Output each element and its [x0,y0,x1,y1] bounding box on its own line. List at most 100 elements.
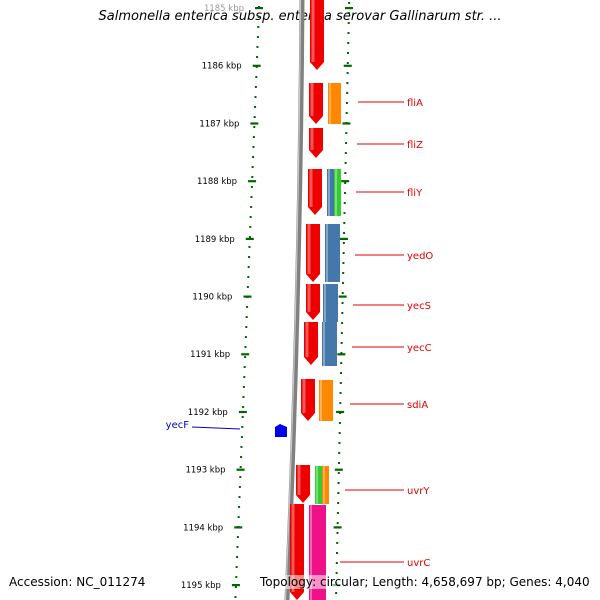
cog-box-shine [324,284,326,322]
outer-scale-dot [339,392,342,394]
scale-dot [250,206,253,208]
gene-label[interactable]: yecS [407,301,431,312]
gene-tracks [275,0,341,600]
scale-dot [242,406,245,408]
scale-dot [242,396,245,398]
outer-scale-dot [337,502,340,504]
cog-box-shape [322,322,337,366]
gene-label[interactable]: yedO [407,251,433,262]
gene-label[interactable]: fliA [407,98,423,109]
outer-scale-dot [337,482,340,484]
scale-dot [234,586,237,588]
gene-arrow-shine [297,465,301,495]
outer-scale-dot [346,62,349,64]
cog-box-shine [323,322,325,366]
scale-dot [250,186,253,188]
cog-category-box [327,169,334,216]
cog-box-shine [310,505,312,600]
scale-dot [236,546,239,548]
outer-scale-dot [343,202,346,204]
outer-scale-dot [341,322,344,324]
scale-dot [244,346,247,348]
scale-dot [255,76,258,78]
scale-dot [252,146,255,148]
cog-box-shine [323,466,325,504]
gene-arrow-shine [302,379,306,413]
forward-gene [309,83,323,124]
cog-box-shape [327,169,334,216]
cog-box-shine [320,380,322,421]
cog-box-shape [323,284,338,322]
scale-dot [238,486,241,488]
scale-dot [240,436,243,438]
major-tick [231,584,240,587]
scale-dot [249,226,252,228]
gene-arrow-shine [311,0,315,62]
outer-scale-dot [338,442,341,444]
tick-label: 1195 kbp [181,581,221,591]
outer-scale-dot [335,592,338,594]
outer-scale-dot [340,342,343,344]
tick-label: 1194 kbp [183,523,223,533]
outer-scale-dot [335,562,338,564]
outer-scale-dot [345,112,348,114]
gene-arrow-shine [291,504,295,592]
scale-dot [238,506,241,508]
gene-arrow-shape [308,169,322,215]
gene-label[interactable]: fliZ [407,140,423,151]
scale-dot [236,556,239,558]
outer-scale-dot [341,282,344,284]
scale-dot [239,466,242,468]
outer-scale-dot [343,222,346,224]
outer-scale-dot [337,472,340,474]
gene-label[interactable]: uvrC [407,558,430,569]
scale-dot [240,456,243,458]
outer-major-tick [343,64,352,67]
outer-scale-dot [345,142,348,144]
cog-box-shine [328,169,330,216]
scale-dot [234,596,237,598]
major-tick [234,526,243,529]
scale-dot [256,56,259,58]
gene-arrow-shape [304,322,318,365]
outer-scale-dot [339,382,342,384]
forward-gene [306,224,320,282]
outer-scale-dot [340,352,343,354]
outer-scale-dot [336,542,339,544]
scale-dot [251,176,254,178]
cog-category-box [334,169,341,216]
gene-arrow-shine [309,169,313,207]
scale-dot [256,36,259,38]
tick-label: 1192 kbp [188,408,228,418]
major-tick [255,7,263,10]
gene-label[interactable]: fliY [407,188,423,199]
outer-scale-dot [338,452,341,454]
major-tick [248,180,257,183]
gene-label[interactable]: sdiA [407,400,428,411]
reverse-gene [275,424,287,437]
outer-major-tick [341,180,350,183]
outer-scale-dot [340,362,343,364]
gene-label[interactable]: yecC [407,343,432,354]
scale-dot [255,66,258,68]
outer-scale-dot [346,72,349,74]
cog-box-shine [316,466,318,504]
topology-text: Topology: circular; Length: 4,658,697 bp… [260,575,590,589]
outer-scale-dot [345,132,348,134]
scale-dot [250,196,253,198]
gene-arrow-shape [310,0,324,70]
outer-scale-dot [336,512,339,514]
cog-box-shape [334,169,341,216]
scale-dot [237,516,240,518]
gene-arrow-shine [307,224,311,274]
gene-arrow-shape [296,465,310,503]
scale-dot [252,136,255,138]
scale-dot [243,366,246,368]
outer-scale-dot [347,12,350,14]
gene-label[interactable]: uvrY [407,486,430,497]
outer-major-tick [338,295,347,298]
cog-category-box [325,224,340,282]
scale-ticks: 1185 kbp 1186 kbp 1187 kbp 1188 kbp 1189 kbp… [181,2,353,598]
gene-label[interactable]: yecF [166,420,190,431]
major-tick [241,353,250,356]
